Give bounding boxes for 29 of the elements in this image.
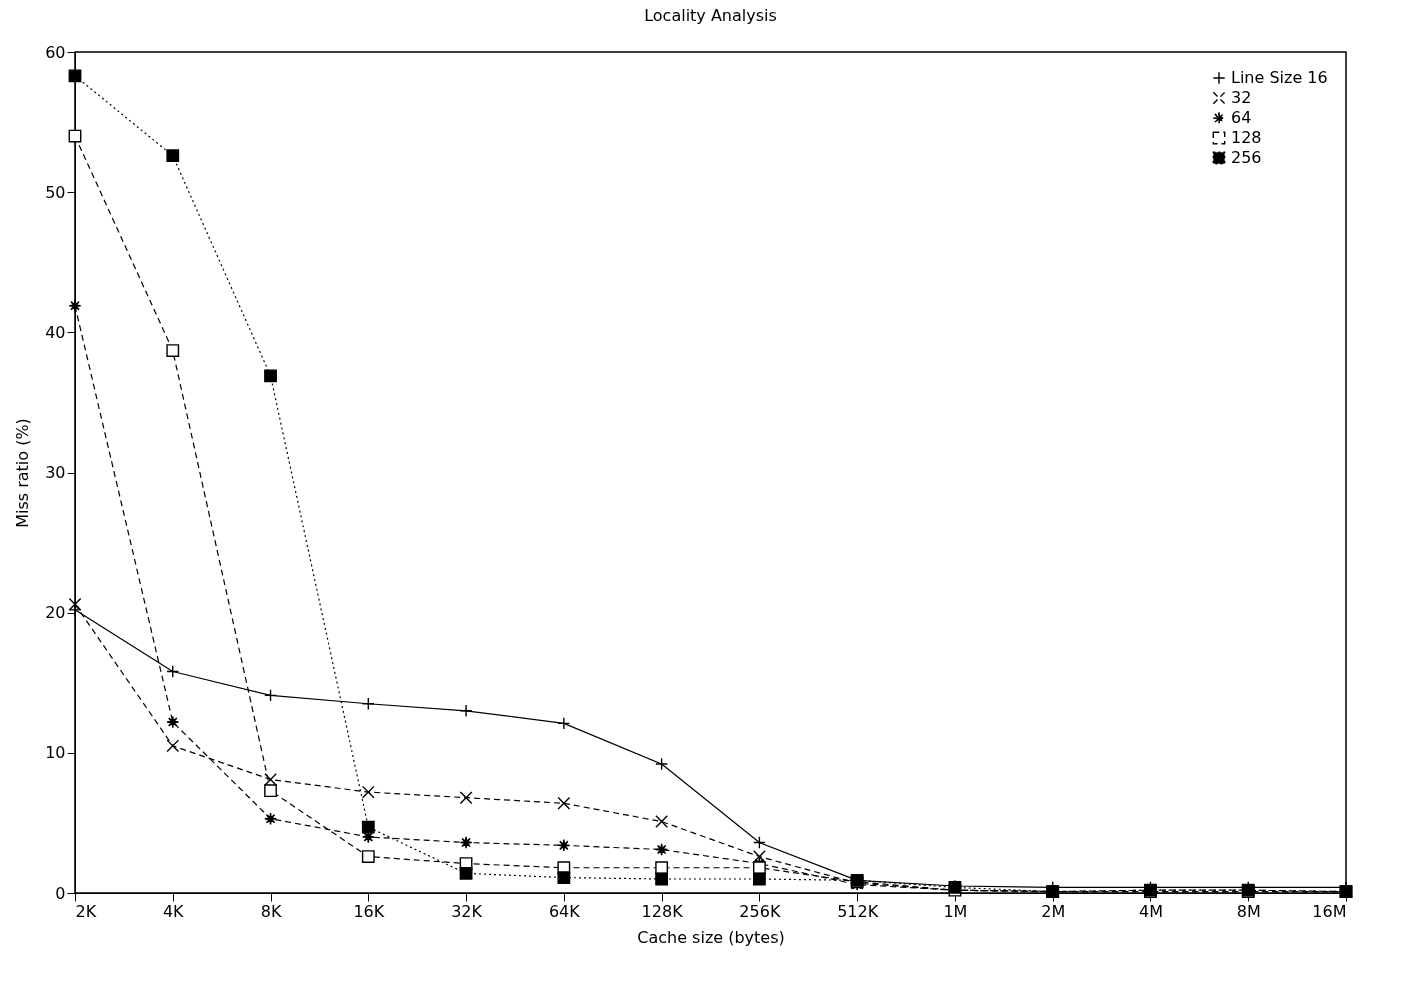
legend-label: 128 (1231, 128, 1262, 147)
legend-label: 32 (1231, 88, 1252, 107)
x-tick-label: 1M (943, 901, 968, 921)
y-tick-label: 30 (45, 463, 66, 482)
x-tick-label: 8K (260, 901, 282, 921)
x-axis-title: Cache size (bytes) (637, 927, 785, 947)
chart-title: Locality Analysis (644, 6, 777, 25)
x-tick-label: 8M (1236, 901, 1261, 921)
x-tick-label: 4M (1138, 901, 1163, 921)
y-tick-label: 0 (55, 883, 66, 903)
x-tick-label: 64K (548, 901, 581, 921)
x-tick-label: 256K (739, 901, 781, 921)
legend-label: Line Size 16 (1231, 68, 1328, 87)
x-tick-label: 4K (162, 901, 185, 921)
y-tick-label: 60 (45, 42, 66, 62)
x-tick-label: 16K (353, 901, 385, 921)
x-tick-label: 16M (1312, 901, 1347, 921)
x-tick-label: 32K (451, 901, 483, 921)
y-tick-label: 40 (45, 322, 66, 342)
y-tick-label: 10 (45, 743, 66, 763)
legend-label: 64 (1231, 108, 1252, 127)
x-tick-label: 2M (1041, 901, 1066, 921)
y-axis-title: Miss ratio (%) (13, 418, 33, 528)
legend-label: 256 (1231, 148, 1262, 167)
y-tick-label: 50 (45, 182, 66, 202)
y-tick-label: 20 (45, 603, 66, 623)
x-tick-label: 2K (75, 901, 97, 921)
x-tick-label: 128K (641, 901, 684, 921)
x-tick-label: 512K (837, 901, 879, 921)
